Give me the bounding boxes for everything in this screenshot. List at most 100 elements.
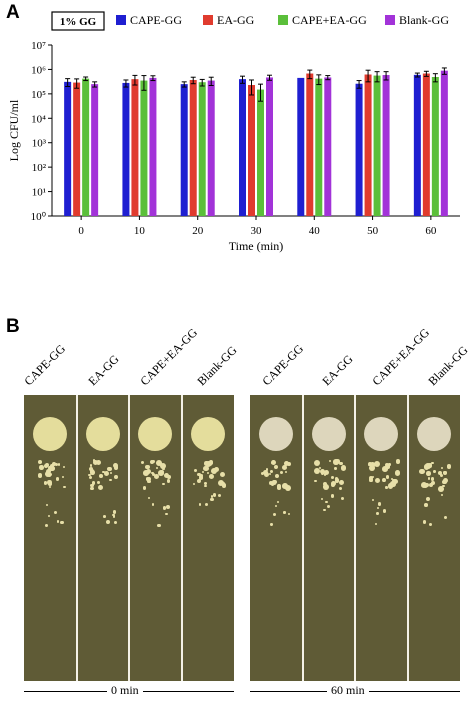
- colony-dot: [320, 497, 324, 501]
- colony-dot: [440, 493, 443, 496]
- colony-dot: [158, 470, 164, 476]
- y-tick-label-3: 10³: [32, 138, 47, 150]
- colony-dot: [110, 471, 113, 474]
- colony-dot: [385, 464, 391, 469]
- colony-dot: [428, 483, 434, 488]
- colony-dot: [148, 497, 151, 500]
- colony-dot: [265, 468, 269, 471]
- bar-cape-ea-gg-50: [373, 75, 381, 216]
- colony-spot: [364, 417, 399, 451]
- colony-dot: [204, 484, 207, 488]
- colony-dot: [90, 470, 95, 475]
- y-tick-label-6: 10⁶: [31, 64, 46, 76]
- colony-dot: [446, 464, 452, 469]
- colony-dot: [210, 495, 214, 498]
- colony-dot: [162, 506, 167, 511]
- colony-dot: [394, 470, 401, 476]
- colony-dot: [325, 501, 328, 504]
- colony-dot: [282, 464, 288, 470]
- colony-dot: [330, 476, 334, 479]
- colony-dot: [443, 470, 448, 475]
- colony-dot: [156, 466, 159, 469]
- panel-b-label: B: [6, 316, 20, 337]
- bar-cape-gg-0: [64, 81, 72, 216]
- colony-dot: [376, 506, 379, 509]
- colony-dot: [287, 461, 292, 466]
- colony-dot: [313, 467, 320, 474]
- colony-dot: [147, 476, 152, 481]
- lane-divider: [180, 395, 183, 681]
- colony-dot: [369, 478, 373, 482]
- legend-label-3: Blank-GG: [399, 13, 449, 27]
- plate-photo-60min: [250, 395, 460, 681]
- colony-dot: [160, 463, 166, 470]
- lane-divider: [301, 395, 304, 681]
- colony-dot: [88, 474, 91, 477]
- colony-dot: [113, 463, 119, 469]
- colony-dot: [338, 461, 343, 466]
- legend-swatch-1: [203, 15, 213, 25]
- colony-dot: [431, 462, 434, 465]
- colony-dot: [395, 459, 401, 464]
- colony-dot: [49, 465, 55, 472]
- x-tick-label-3: 30: [251, 225, 263, 237]
- colony-dot: [322, 481, 327, 486]
- bar-cape-ea-gg-40: [315, 78, 323, 216]
- colony-dot: [274, 505, 278, 508]
- colony-dot: [270, 469, 274, 473]
- colony-dot: [47, 480, 52, 485]
- colony-dot: [385, 475, 390, 479]
- legend-swatch-0: [116, 15, 126, 25]
- bar-cape-gg-50: [355, 83, 363, 216]
- colony-dot: [330, 481, 336, 487]
- panel-a-label: A: [6, 2, 20, 23]
- colony-dot: [424, 482, 429, 487]
- y-tick-label-1: 10¹: [32, 187, 46, 199]
- bar-ea-gg-40: [306, 73, 314, 216]
- colony-dot: [440, 466, 444, 470]
- colony-dot: [46, 504, 49, 507]
- colony-dot: [204, 482, 207, 485]
- colony-dot: [201, 471, 205, 474]
- legend-swatch-3: [385, 15, 395, 25]
- colony-dot: [382, 477, 387, 482]
- annotation-box: [51, 11, 105, 31]
- colony-dot: [56, 520, 60, 523]
- colony-dot: [331, 494, 335, 498]
- bar-cape-gg-30: [239, 79, 246, 216]
- colony-dot: [270, 523, 273, 526]
- colony-dot: [113, 475, 118, 480]
- colony-spot: [138, 417, 173, 451]
- colony-dot: [268, 480, 273, 485]
- colony-dot: [441, 479, 447, 485]
- colony-dot: [55, 477, 60, 481]
- colony-dot: [211, 461, 214, 464]
- colony-dot: [276, 483, 281, 488]
- colony-dot: [61, 475, 64, 478]
- annotation-label: 1% GG: [60, 16, 97, 28]
- colony-dot: [166, 479, 171, 483]
- colony-dot: [261, 471, 265, 475]
- colony-dot: [334, 478, 340, 483]
- colony-dot: [45, 463, 50, 468]
- y-tick-label-0: 10⁰: [31, 211, 47, 223]
- colony-dot: [374, 523, 377, 526]
- bar-ea-gg-0: [73, 82, 81, 216]
- colony-dot: [96, 481, 100, 485]
- bar-cape-gg-60: [413, 74, 421, 216]
- colony-dot: [48, 482, 53, 487]
- colony-dot: [47, 514, 51, 518]
- colony-dot: [152, 473, 156, 477]
- colony-dot: [428, 523, 432, 527]
- colony-dot: [393, 479, 399, 485]
- colony-dot: [165, 512, 168, 516]
- colony-dot: [143, 470, 149, 476]
- colony-dot: [142, 486, 147, 490]
- time-label-60min: 60 min: [327, 683, 369, 698]
- colony-dot: [204, 502, 208, 506]
- colony-dot: [95, 459, 102, 466]
- bar-cape-ea-gg-10: [140, 80, 148, 216]
- colony-dot: [368, 462, 373, 467]
- colony-dot: [218, 480, 225, 486]
- colony-dot: [89, 466, 94, 471]
